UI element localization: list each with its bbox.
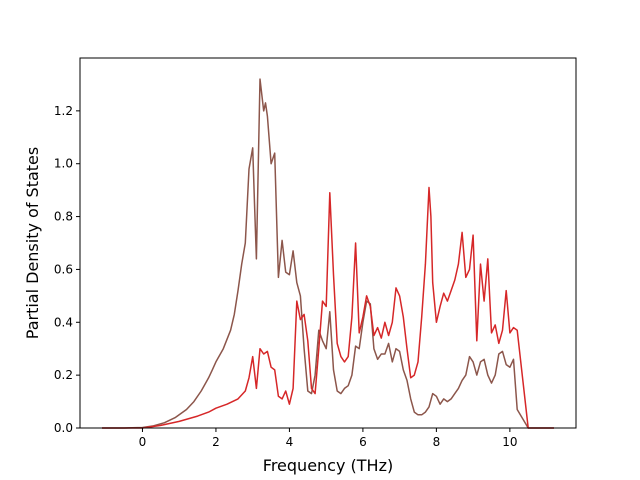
y-tick-label: 0.8 xyxy=(54,210,73,224)
y-tick-label: 0.6 xyxy=(54,262,73,276)
y-tick-label: 1.2 xyxy=(54,104,73,118)
x-axis-ticks: 0 2 4 6 8 10 xyxy=(139,428,518,449)
plot-frame xyxy=(79,57,577,429)
x-tick-label: 0 xyxy=(139,435,147,449)
y-axis-ticks: 0.0 0.2 0.4 0.6 0.8 1.0 1.2 xyxy=(54,104,80,435)
x-tick-label: 4 xyxy=(286,435,294,449)
x-tick-label: 6 xyxy=(359,435,367,449)
y-tick-label: 0.0 xyxy=(54,421,73,435)
y-tick-label: 0.4 xyxy=(54,315,73,329)
x-tick-label: 8 xyxy=(433,435,441,449)
x-axis-label: Frequency (THz) xyxy=(263,456,393,475)
series-line-1 xyxy=(102,78,554,429)
series-line-2 xyxy=(102,186,554,429)
y-tick-label: 0.2 xyxy=(54,368,73,382)
y-axis-label: Partial Density of States xyxy=(23,147,42,339)
y-tick-label: 1.0 xyxy=(54,157,73,171)
series-group xyxy=(102,78,554,429)
x-tick-label: 10 xyxy=(502,435,517,449)
x-tick-label: 2 xyxy=(212,435,220,449)
